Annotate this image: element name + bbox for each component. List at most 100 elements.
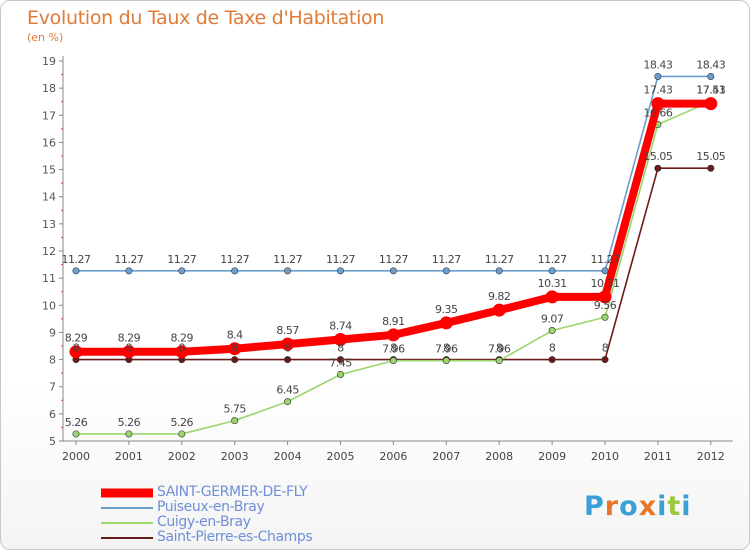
data-label-cuigy-en-bray: 5.26: [171, 416, 194, 429]
data-label-cuigy-en-bray: 7.45: [329, 357, 352, 370]
y-tick-label: 19: [42, 55, 56, 68]
legend-item-saint-germer-de-fly[interactable]: SAINT-GERMER-DE-FLY: [101, 485, 312, 500]
data-point-cuigy-en-bray: [601, 313, 609, 321]
y-tick-label: 16: [42, 136, 56, 149]
data-point-saint-pierre-es-champs: [601, 356, 609, 364]
legend-label: Cuigy-en-Bray: [157, 514, 251, 530]
data-label-cuigy-en-bray: 7.96: [382, 343, 405, 356]
data-point-puiseux-en-bray: [495, 267, 503, 275]
y-tick-label: 13: [42, 218, 56, 231]
data-label-saint-pierre-es-champs: 8: [443, 342, 450, 355]
data-label-puiseux-en-bray: 11.27: [326, 253, 355, 266]
data-label-saint-germer-de-fly: 8.4: [227, 329, 243, 342]
x-tick-label: 2009: [538, 450, 566, 463]
data-label-saint-pierre-es-champs: 8: [126, 342, 133, 355]
data-label-saint-germer-de-fly: 8.29: [65, 332, 88, 345]
data-point-cuigy-en-bray: [495, 357, 503, 365]
data-point-puiseux-en-bray: [601, 267, 609, 275]
legend-swatch-puiseux-en-bray: [101, 506, 153, 509]
data-point-cuigy-en-bray: [284, 398, 292, 406]
data-point-puiseux-en-bray: [284, 267, 292, 275]
y-tick-label: 12: [42, 245, 56, 258]
data-label-cuigy-en-bray: 16.66: [643, 107, 672, 120]
data-label-cuigy-en-bray: 5.26: [65, 416, 88, 429]
data-point-saint-pierre-es-champs: [654, 164, 662, 172]
legend-item-saint-pierre-es-champs[interactable]: Saint-Pierre-es-Champs: [101, 529, 313, 545]
data-point-puiseux-en-bray: [125, 267, 133, 275]
data-label-saint-germer-de-fly: 10.31: [591, 277, 620, 290]
data-point-saint-germer-de-fly: [439, 316, 453, 330]
data-point-saint-pierre-es-champs: [336, 356, 344, 364]
data-label-cuigy-en-bray: 6.45: [276, 384, 299, 397]
data-point-saint-germer-de-fly: [386, 328, 400, 342]
y-tick-label: 18: [42, 82, 56, 95]
data-point-saint-pierre-es-champs: [284, 356, 292, 364]
legend-swatch-saint-germer-de-fly: [101, 488, 153, 497]
proxiti-logo: Proxiti: [584, 491, 692, 522]
legend-item-puiseux-en-bray[interactable]: Puiseux-en-Bray: [101, 500, 312, 515]
x-tick-label: 2000: [62, 450, 90, 463]
y-tick-label: 17: [42, 109, 56, 122]
legend-label: SAINT-GERMER-DE-FLY: [157, 484, 308, 500]
data-point-saint-germer-de-fly: [228, 342, 242, 356]
x-tick-label: 2003: [221, 450, 249, 463]
data-point-saint-germer-de-fly: [704, 97, 718, 111]
data-point-cuigy-en-bray: [442, 357, 450, 365]
data-label-cuigy-en-bray: 7.96: [488, 343, 511, 356]
logo-letter: o: [619, 491, 639, 522]
y-tick-label: 10: [42, 299, 56, 312]
data-label-saint-germer-de-fly: 8.57: [276, 324, 299, 337]
data-label-saint-pierre-es-champs: 8: [179, 342, 186, 355]
x-tick-label: 2007: [432, 450, 460, 463]
data-label-saint-germer-de-fly: 10.31: [538, 277, 567, 290]
data-label-saint-germer-de-fly: 8.29: [118, 332, 141, 345]
data-point-saint-germer-de-fly: [334, 332, 347, 346]
data-label-saint-germer-de-fly: 9.82: [488, 290, 511, 303]
data-label-puiseux-en-bray: 11.27: [538, 253, 567, 266]
data-label-puiseux-en-bray: 11.27: [273, 253, 302, 266]
data-label-saint-pierre-es-champs: 8: [549, 342, 556, 355]
x-tick-label: 2001: [115, 450, 143, 463]
data-label-cuigy-en-bray: 17.51: [696, 83, 725, 96]
x-tick-label: 2005: [327, 450, 355, 463]
data-point-saint-germer-de-fly: [598, 290, 612, 304]
axes: 5 6 7 8 9 10 11 12 13 14 15 16 17 18 19 2000 2001 2002 200…: [42, 55, 733, 463]
chart-title: Evolution du Taux de Taxe d'Habitation: [27, 7, 385, 29]
x-tick-label: 2004: [274, 450, 302, 463]
data-label-saint-pierre-es-champs: 8: [337, 342, 344, 355]
data-point-cuigy-en-bray: [231, 417, 239, 425]
data-label-puiseux-en-bray: 11.27: [167, 253, 196, 266]
series-line-puiseux-en-bray: [75, 75, 712, 272]
data-point-cuigy-en-bray: [389, 357, 397, 365]
data-point-saint-germer-de-fly: [69, 345, 83, 359]
legend-swatch-cuigy-en-bray: [101, 521, 153, 524]
data-label-saint-germer-de-fly: 8.91: [382, 315, 405, 328]
logo-letter: i: [657, 491, 668, 522]
logo-letter: x: [638, 491, 658, 522]
x-tick-label: 2002: [168, 450, 196, 463]
y-tick-label: 11: [42, 272, 56, 285]
data-point-puiseux-en-bray: [707, 72, 715, 80]
x-tick-label: 2010: [591, 450, 619, 463]
logo-letter: i: [681, 491, 692, 522]
data-point-saint-pierre-es-champs: [548, 356, 556, 364]
data-point-puiseux-en-bray: [231, 267, 239, 275]
legend-item-cuigy-en-bray[interactable]: Cuigy-en-Bray: [101, 515, 312, 530]
x-tick-label: 2012: [697, 450, 725, 463]
data-point-saint-germer-de-fly: [492, 303, 506, 317]
data-label-puiseux-en-bray: 18.43: [696, 58, 725, 71]
x-tick-label: 2006: [379, 450, 407, 463]
data-point-saint-pierre-es-champs: [707, 164, 715, 172]
legend-label: Saint-Pierre-es-Champs: [157, 529, 313, 545]
y-tick-label: 8: [49, 354, 56, 367]
data-point-puiseux-en-bray: [336, 267, 344, 275]
data-label-saint-germer-de-fly: 9.35: [435, 303, 458, 316]
unit-label: (en %): [27, 31, 64, 44]
data-point-puiseux-en-bray: [389, 267, 397, 275]
data-point-puiseux-en-bray: [548, 267, 556, 275]
data-point-cuigy-en-bray: [72, 430, 80, 438]
data-label-cuigy-en-bray: 9.07: [541, 313, 564, 326]
logo-letter: P: [584, 491, 605, 522]
data-label-cuigy-en-bray: 9.56: [594, 299, 617, 312]
